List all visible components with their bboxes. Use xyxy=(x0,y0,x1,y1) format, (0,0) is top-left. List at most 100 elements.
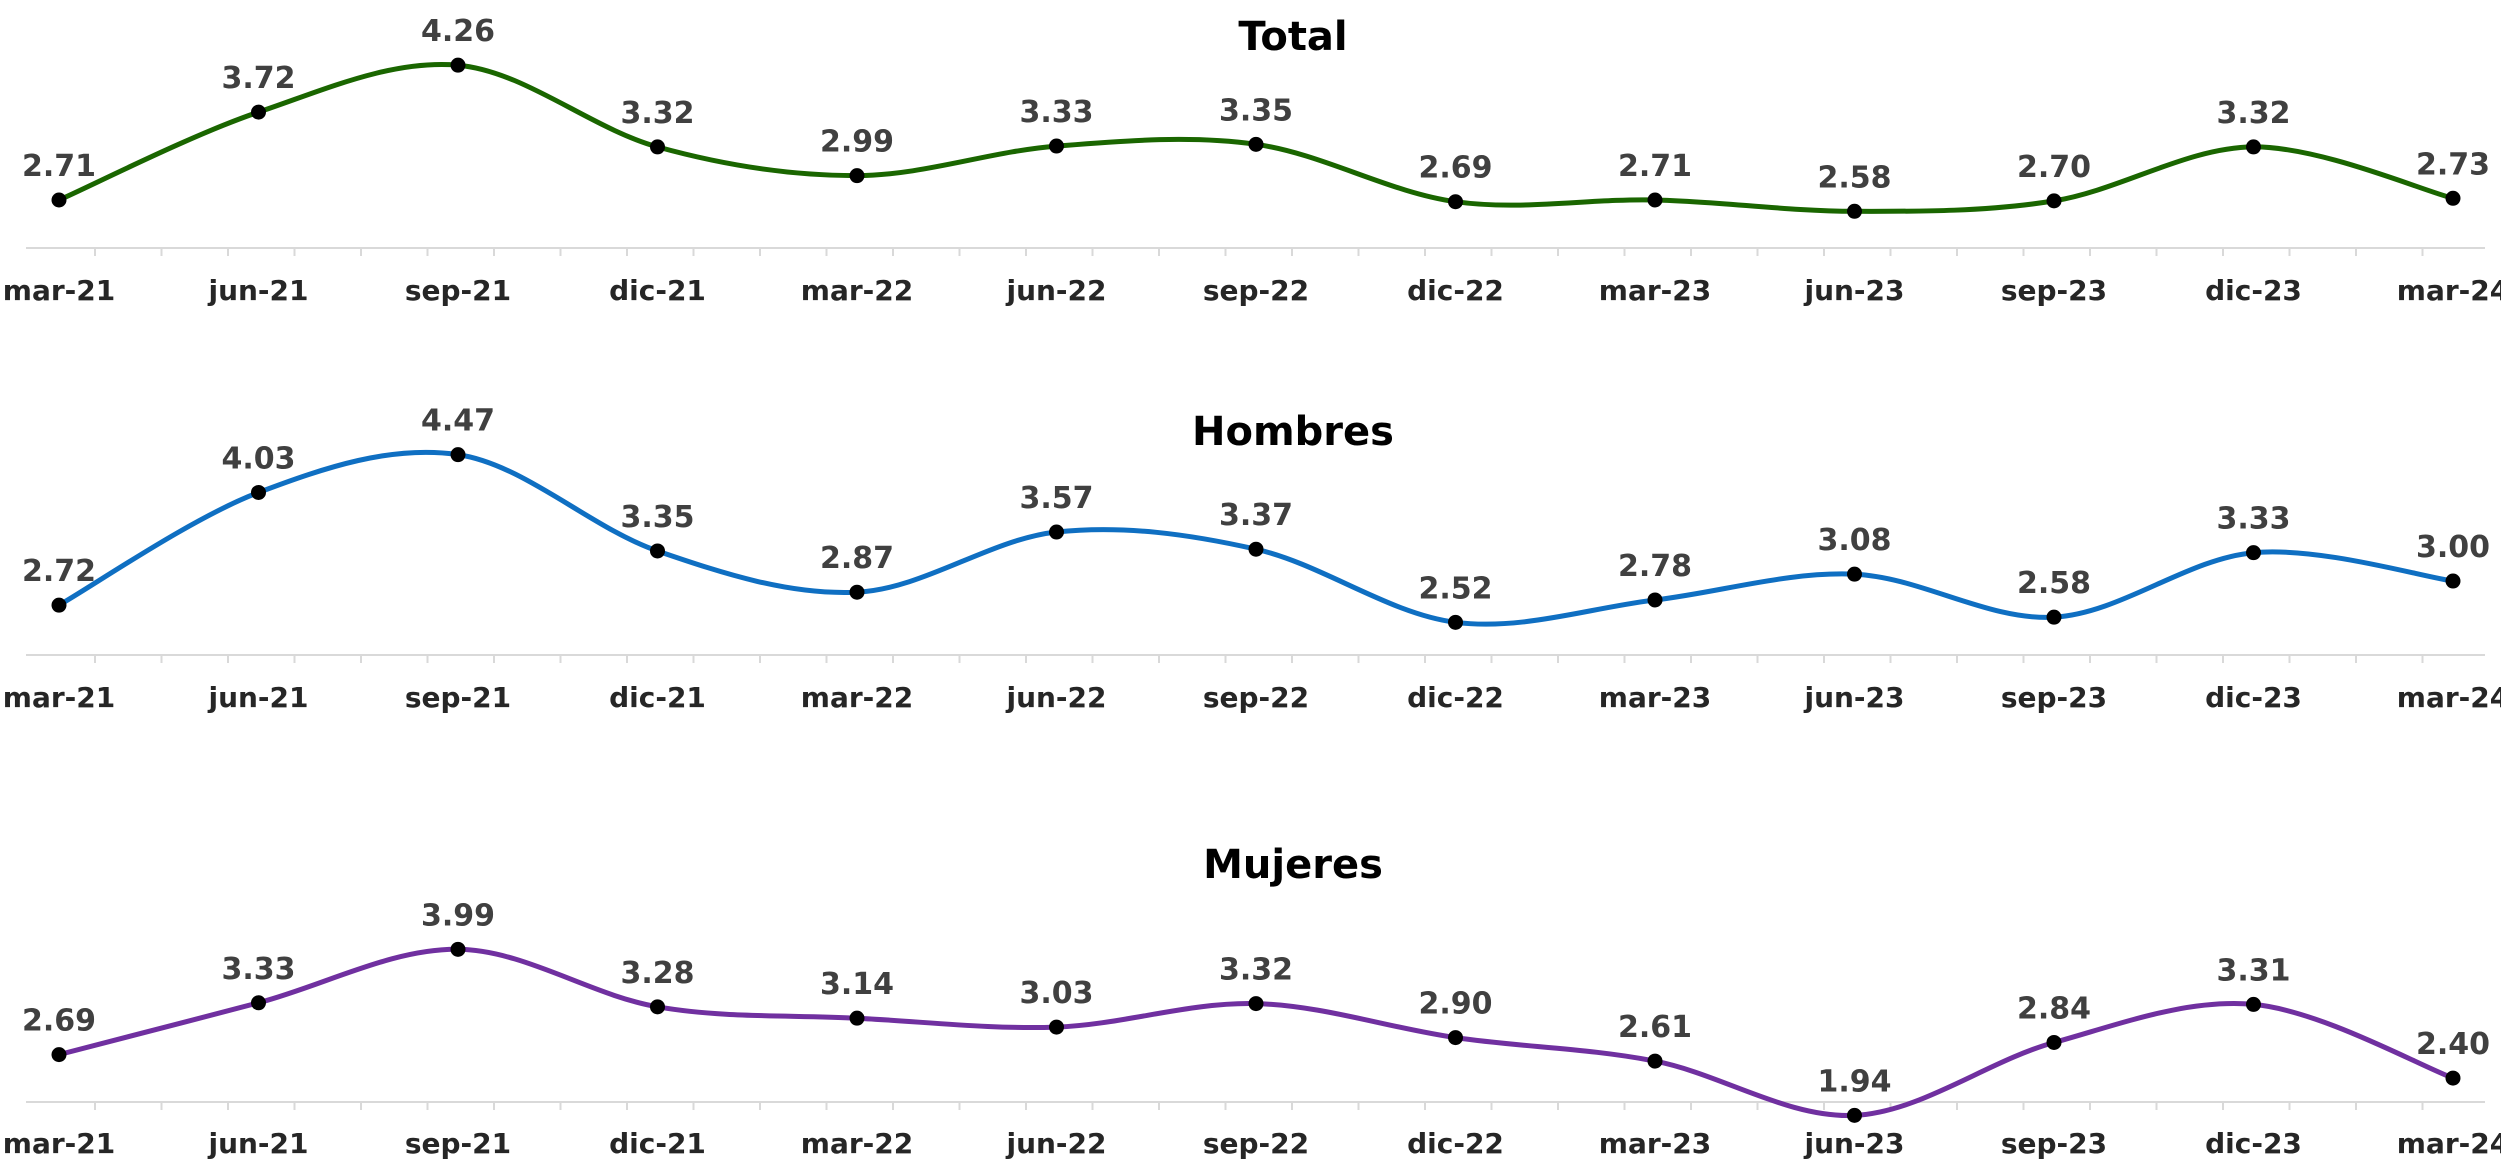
chart-title: Total xyxy=(1238,14,1347,60)
chart-svg: Mujeres mar-21 jun-21 sep-21 dic-21 mar-22 jun… xyxy=(3,842,2501,1160)
data-point xyxy=(1847,203,1862,219)
data-point xyxy=(849,168,865,184)
data-point xyxy=(1248,136,1264,152)
x-tick-label: dic-23 xyxy=(2205,681,2302,714)
x-tick-label: mar-22 xyxy=(801,681,913,714)
data-label: 4.47 xyxy=(421,404,495,439)
x-tick-label: sep-23 xyxy=(2001,681,2107,714)
data-label: 2.52 xyxy=(1418,571,1492,606)
data-point xyxy=(450,941,466,957)
data-label: 3.72 xyxy=(221,61,295,96)
data-label: 3.35 xyxy=(1219,93,1293,128)
data-label: 3.14 xyxy=(820,967,894,1002)
data-label: 2.70 xyxy=(2017,150,2091,185)
data-label: 2.40 xyxy=(2416,1027,2490,1062)
chart-svg: Hombres mar-21 jun-21 sep-21 dic-21 mar-22 jun… xyxy=(3,404,2501,714)
data-label: 3.35 xyxy=(620,500,694,535)
x-tick-label: mar-21 xyxy=(3,681,115,714)
x-tick-label: mar-24 xyxy=(2397,274,2501,307)
x-tick-label: sep-22 xyxy=(1203,681,1309,714)
x-tick-label: jun-22 xyxy=(1005,681,1106,714)
x-tick-label: dic-22 xyxy=(1407,274,1504,307)
x-tick-label: sep-21 xyxy=(405,1127,511,1160)
data-label: 2.58 xyxy=(1817,160,1891,195)
data-point xyxy=(51,1047,67,1063)
data-point xyxy=(1448,1030,1463,1046)
data-point xyxy=(1847,566,1862,582)
data-label: 4.03 xyxy=(221,441,295,476)
x-tick-label: dic-23 xyxy=(2205,274,2302,307)
series-line xyxy=(56,449,2456,627)
data-label: 1.94 xyxy=(1817,1064,1891,1099)
x-tick-label: sep-22 xyxy=(1203,274,1309,307)
data-point xyxy=(849,584,865,600)
data-label: 2.72 xyxy=(22,554,96,589)
data-point xyxy=(1647,592,1663,608)
x-tick-label: sep-21 xyxy=(405,681,511,714)
x-tick-label: dic-22 xyxy=(1407,681,1504,714)
data-point xyxy=(2246,545,2261,561)
data-label: 2.78 xyxy=(1618,549,1692,584)
x-tick-label: dic-21 xyxy=(609,1127,706,1160)
data-label: 3.32 xyxy=(2216,96,2290,131)
data-label: 2.71 xyxy=(1618,149,1692,184)
data-point xyxy=(2445,1070,2461,1086)
x-tick-label: dic-22 xyxy=(1407,1127,1504,1160)
chart-svg: Total mar-21 jun-21 sep-21 dic-21 mar-22 jun-2… xyxy=(3,14,2501,307)
x-tick-label: mar-21 xyxy=(3,274,115,307)
x-tick-label: dic-23 xyxy=(2205,1127,2302,1160)
data-point xyxy=(2046,1034,2062,1050)
x-tick-label: sep-23 xyxy=(2001,1127,2107,1160)
x-tick-label: mar-21 xyxy=(3,1127,115,1160)
x-tick-label: mar-23 xyxy=(1599,1127,1711,1160)
x-tick-label: jun-22 xyxy=(1005,1127,1106,1160)
data-label: 4.26 xyxy=(421,14,495,49)
data-label: 2.69 xyxy=(1418,151,1492,186)
x-tick-label: sep-22 xyxy=(1203,1127,1309,1160)
x-tick-label: sep-21 xyxy=(405,274,511,307)
x-tick-label: sep-23 xyxy=(2001,274,2107,307)
data-label: 3.32 xyxy=(1219,953,1293,988)
data-point xyxy=(2046,193,2062,209)
data-label: 2.73 xyxy=(2416,147,2490,182)
data-label: 2.71 xyxy=(22,149,96,184)
data-point xyxy=(650,999,665,1015)
data-label: 2.87 xyxy=(820,541,894,576)
data-label: 3.33 xyxy=(1019,95,1093,130)
data-point xyxy=(251,484,266,500)
x-tick-label: jun-23 xyxy=(1803,1127,1904,1160)
x-tick-label: dic-21 xyxy=(609,681,706,714)
data-point xyxy=(251,995,266,1011)
x-tick-label: dic-21 xyxy=(609,274,706,307)
x-tick-label: mar-24 xyxy=(2397,1127,2501,1160)
data-label: 2.90 xyxy=(1418,987,1492,1022)
x-tick-label: jun-23 xyxy=(1803,274,1904,307)
data-label: 2.58 xyxy=(2017,566,2091,601)
x-tick-label: jun-22 xyxy=(1005,274,1106,307)
data-point xyxy=(1647,1053,1663,1069)
x-tick-label: jun-21 xyxy=(207,1127,308,1160)
data-label: 2.69 xyxy=(22,1004,96,1039)
data-point xyxy=(849,1010,865,1026)
x-tick-label: mar-22 xyxy=(801,274,913,307)
data-point xyxy=(2046,609,2062,625)
data-label: 3.28 xyxy=(620,956,694,991)
x-tick-label: jun-21 xyxy=(207,681,308,714)
data-point xyxy=(1049,1019,1064,1035)
data-label: 3.33 xyxy=(2216,502,2290,537)
data-point xyxy=(650,139,665,155)
data-label: 3.33 xyxy=(221,952,295,987)
data-label: 2.84 xyxy=(2017,991,2091,1026)
data-point xyxy=(450,447,466,463)
x-tick-label: jun-21 xyxy=(207,274,308,307)
data-label: 3.99 xyxy=(421,898,495,933)
chart-title: Hombres xyxy=(1192,409,1394,455)
data-label: 3.32 xyxy=(620,96,694,131)
data-point xyxy=(650,543,665,559)
data-point xyxy=(51,192,67,208)
data-point xyxy=(2246,996,2261,1012)
data-label: 3.08 xyxy=(1817,523,1891,558)
data-label: 3.00 xyxy=(2416,530,2490,565)
x-tick-label: jun-23 xyxy=(1803,681,1904,714)
